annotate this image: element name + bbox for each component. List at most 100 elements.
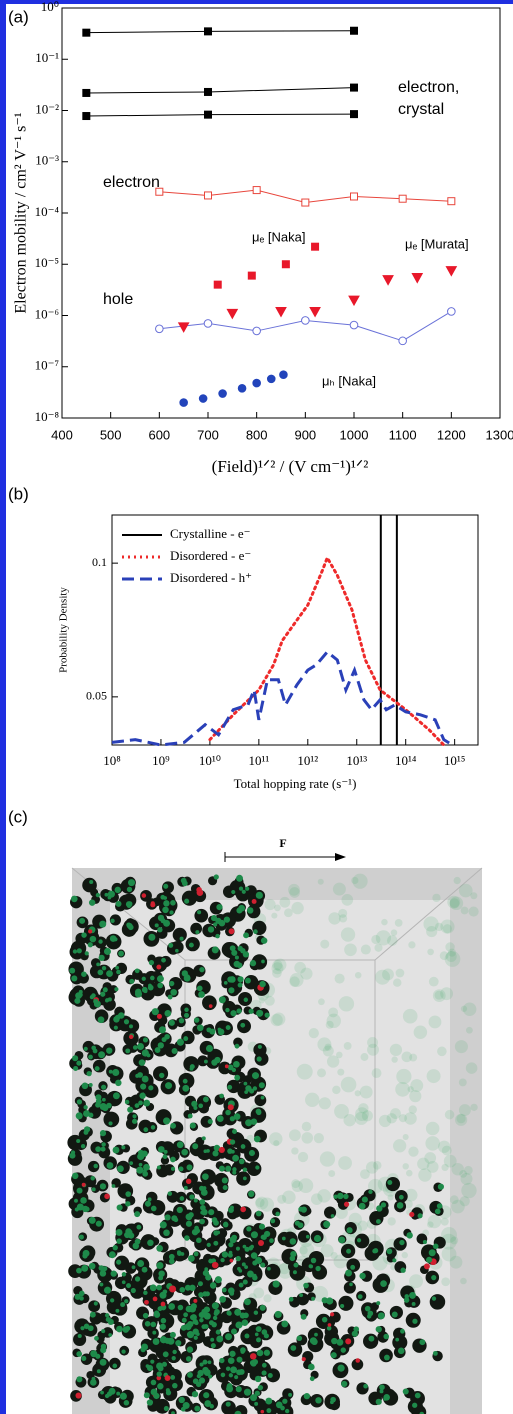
molecule-atom	[241, 889, 246, 894]
faded-molecule	[271, 912, 278, 919]
molecule-atom	[196, 1024, 204, 1032]
molecule-atom	[414, 1392, 421, 1399]
molecule-atom	[158, 1026, 166, 1034]
molecule-atom	[169, 1285, 177, 1293]
marker	[398, 194, 407, 203]
marker	[350, 26, 358, 35]
faded-molecule	[389, 1043, 403, 1057]
faded-molecule	[343, 1113, 356, 1127]
molecule-atom	[260, 1262, 266, 1268]
molecule-atom	[118, 950, 124, 957]
molecule-atom	[136, 1224, 142, 1230]
molecule-atom	[248, 1149, 256, 1157]
marker	[279, 370, 288, 379]
molecule-atom	[182, 1084, 190, 1092]
molecule-atom	[227, 1084, 233, 1090]
molecule-atom	[235, 1321, 243, 1329]
faded-molecule	[410, 1079, 424, 1092]
molecule-atom	[227, 976, 234, 983]
molecule	[103, 1111, 120, 1128]
faded-molecule	[460, 1172, 473, 1185]
molecule-atom	[231, 889, 236, 895]
faded-molecule	[279, 896, 291, 908]
molecule-atom	[187, 1113, 193, 1119]
molecule-atom	[152, 1296, 158, 1302]
molecule-atom	[202, 1291, 208, 1297]
faded-molecule	[402, 1133, 409, 1141]
molecule-atom	[191, 1390, 199, 1398]
molecule-atom	[330, 1352, 337, 1359]
molecule-atom	[181, 880, 188, 887]
molecule-atom	[115, 1079, 122, 1087]
molecule-atom	[293, 1262, 299, 1268]
panel-label: (b)	[8, 484, 29, 503]
faded-molecule	[451, 1199, 465, 1214]
molecule-atom	[254, 1332, 259, 1337]
molecule-atom	[142, 1037, 149, 1043]
molecule-atom	[232, 1154, 240, 1162]
molecule-atom	[216, 1335, 224, 1343]
x-tick-label: 1300	[486, 427, 513, 442]
molecule-atom	[212, 1315, 218, 1321]
molecule-atom	[163, 1117, 171, 1125]
y-tick-label: 10⁻⁵	[35, 255, 59, 270]
panel-label: (c)	[8, 807, 28, 826]
molecule	[202, 995, 217, 1011]
faded-molecule	[317, 1068, 327, 1078]
molecule-atom	[237, 976, 244, 983]
molecule-atom	[217, 1027, 222, 1032]
faded-molecule	[440, 919, 455, 934]
molecule-atom	[163, 883, 169, 889]
molecule-atom	[397, 1347, 405, 1355]
molecule-atom	[175, 948, 179, 953]
molecule-atom	[396, 1202, 404, 1209]
molecule-atom	[113, 1025, 118, 1030]
x-tick-label: 1100	[389, 427, 417, 442]
molecule-atom	[218, 1146, 225, 1154]
molecule-atom	[249, 1353, 257, 1360]
molecule-atom	[225, 1025, 231, 1030]
faded-molecule	[299, 1246, 308, 1255]
molecule-atom	[267, 1373, 273, 1379]
marker	[203, 319, 213, 328]
marker	[179, 398, 188, 407]
faded-molecule	[460, 906, 469, 915]
faded-molecule	[305, 1092, 320, 1108]
x-tick-label: 10⁸	[103, 753, 121, 768]
molecule-atom	[250, 1394, 258, 1402]
molecule-atom	[108, 1333, 113, 1337]
molecule-atom	[98, 1265, 105, 1271]
faded-molecule	[357, 1220, 368, 1231]
faded-molecule	[374, 943, 383, 952]
molecule	[132, 969, 143, 980]
molecule-atom	[196, 985, 203, 992]
faded-molecule	[360, 1053, 369, 1061]
molecule-atom	[115, 1228, 123, 1236]
molecule-atom	[288, 1296, 294, 1302]
molecule-atom	[125, 901, 133, 908]
molecule-atom	[150, 902, 156, 908]
molecule-atom	[404, 1294, 410, 1299]
molecule-atom	[71, 895, 78, 903]
faded-molecule	[395, 968, 405, 978]
molecule-atom	[176, 1206, 183, 1214]
faded-molecule	[449, 898, 460, 908]
faded-molecule	[428, 976, 439, 987]
molecule-atom	[75, 1112, 83, 1120]
molecule-atom	[106, 1162, 114, 1169]
molecule-atom	[235, 1255, 241, 1262]
molecule-atom	[153, 1392, 160, 1400]
molecule-atom	[188, 1212, 194, 1218]
faded-molecule	[274, 904, 281, 912]
faded-molecule	[360, 944, 371, 955]
molecule-atom	[256, 1009, 264, 1017]
molecule-atom	[193, 1335, 198, 1340]
molecule-atom	[132, 1114, 137, 1119]
molecule-atom	[110, 1298, 115, 1303]
faded-molecule	[271, 962, 284, 975]
molecule-atom	[170, 1156, 176, 1163]
molecule-atom	[115, 965, 120, 970]
molecule-atom	[189, 1284, 196, 1291]
molecule-atom	[183, 1312, 189, 1318]
